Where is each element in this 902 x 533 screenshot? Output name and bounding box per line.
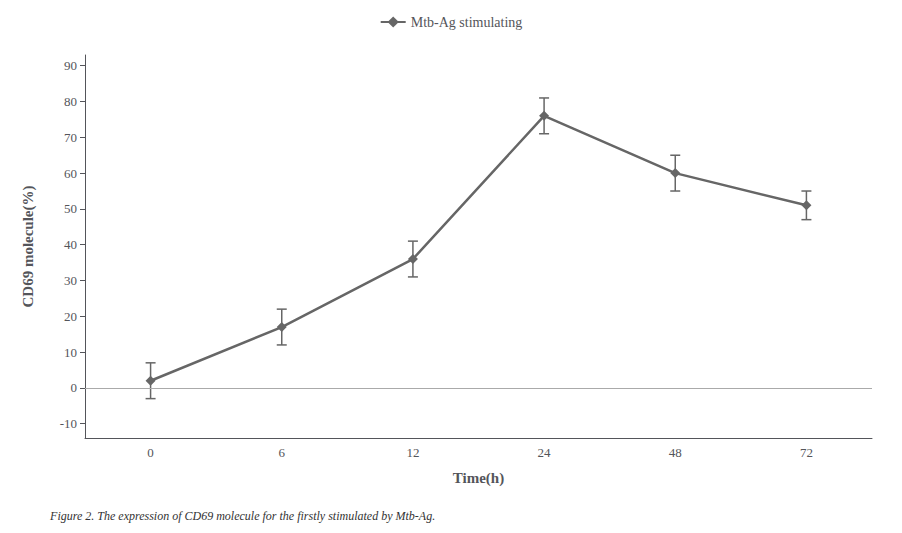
svg-text:-10: -10: [60, 416, 77, 431]
svg-text:Time(h): Time(h): [453, 470, 504, 487]
svg-text:12: 12: [406, 445, 419, 460]
svg-text:24: 24: [538, 445, 552, 460]
svg-text:40: 40: [64, 237, 77, 252]
svg-text:CD69 molecule(%): CD69 molecule(%): [20, 185, 37, 307]
svg-text:30: 30: [64, 273, 77, 288]
svg-text:Figure 2. The expression of CD: Figure 2. The expression of CD69 molecul…: [49, 509, 435, 523]
svg-text:60: 60: [64, 166, 77, 181]
svg-text:80: 80: [64, 94, 77, 109]
svg-text:0: 0: [147, 445, 154, 460]
svg-text:Mtb-Ag stimulating: Mtb-Ag stimulating: [411, 15, 523, 30]
svg-text:48: 48: [669, 445, 682, 460]
svg-text:6: 6: [279, 445, 286, 460]
svg-text:0: 0: [71, 380, 78, 395]
svg-text:90: 90: [64, 58, 77, 73]
svg-text:72: 72: [800, 445, 813, 460]
svg-text:20: 20: [64, 309, 77, 324]
svg-text:70: 70: [64, 130, 77, 145]
svg-text:50: 50: [64, 201, 77, 216]
svg-text:10: 10: [64, 345, 77, 360]
